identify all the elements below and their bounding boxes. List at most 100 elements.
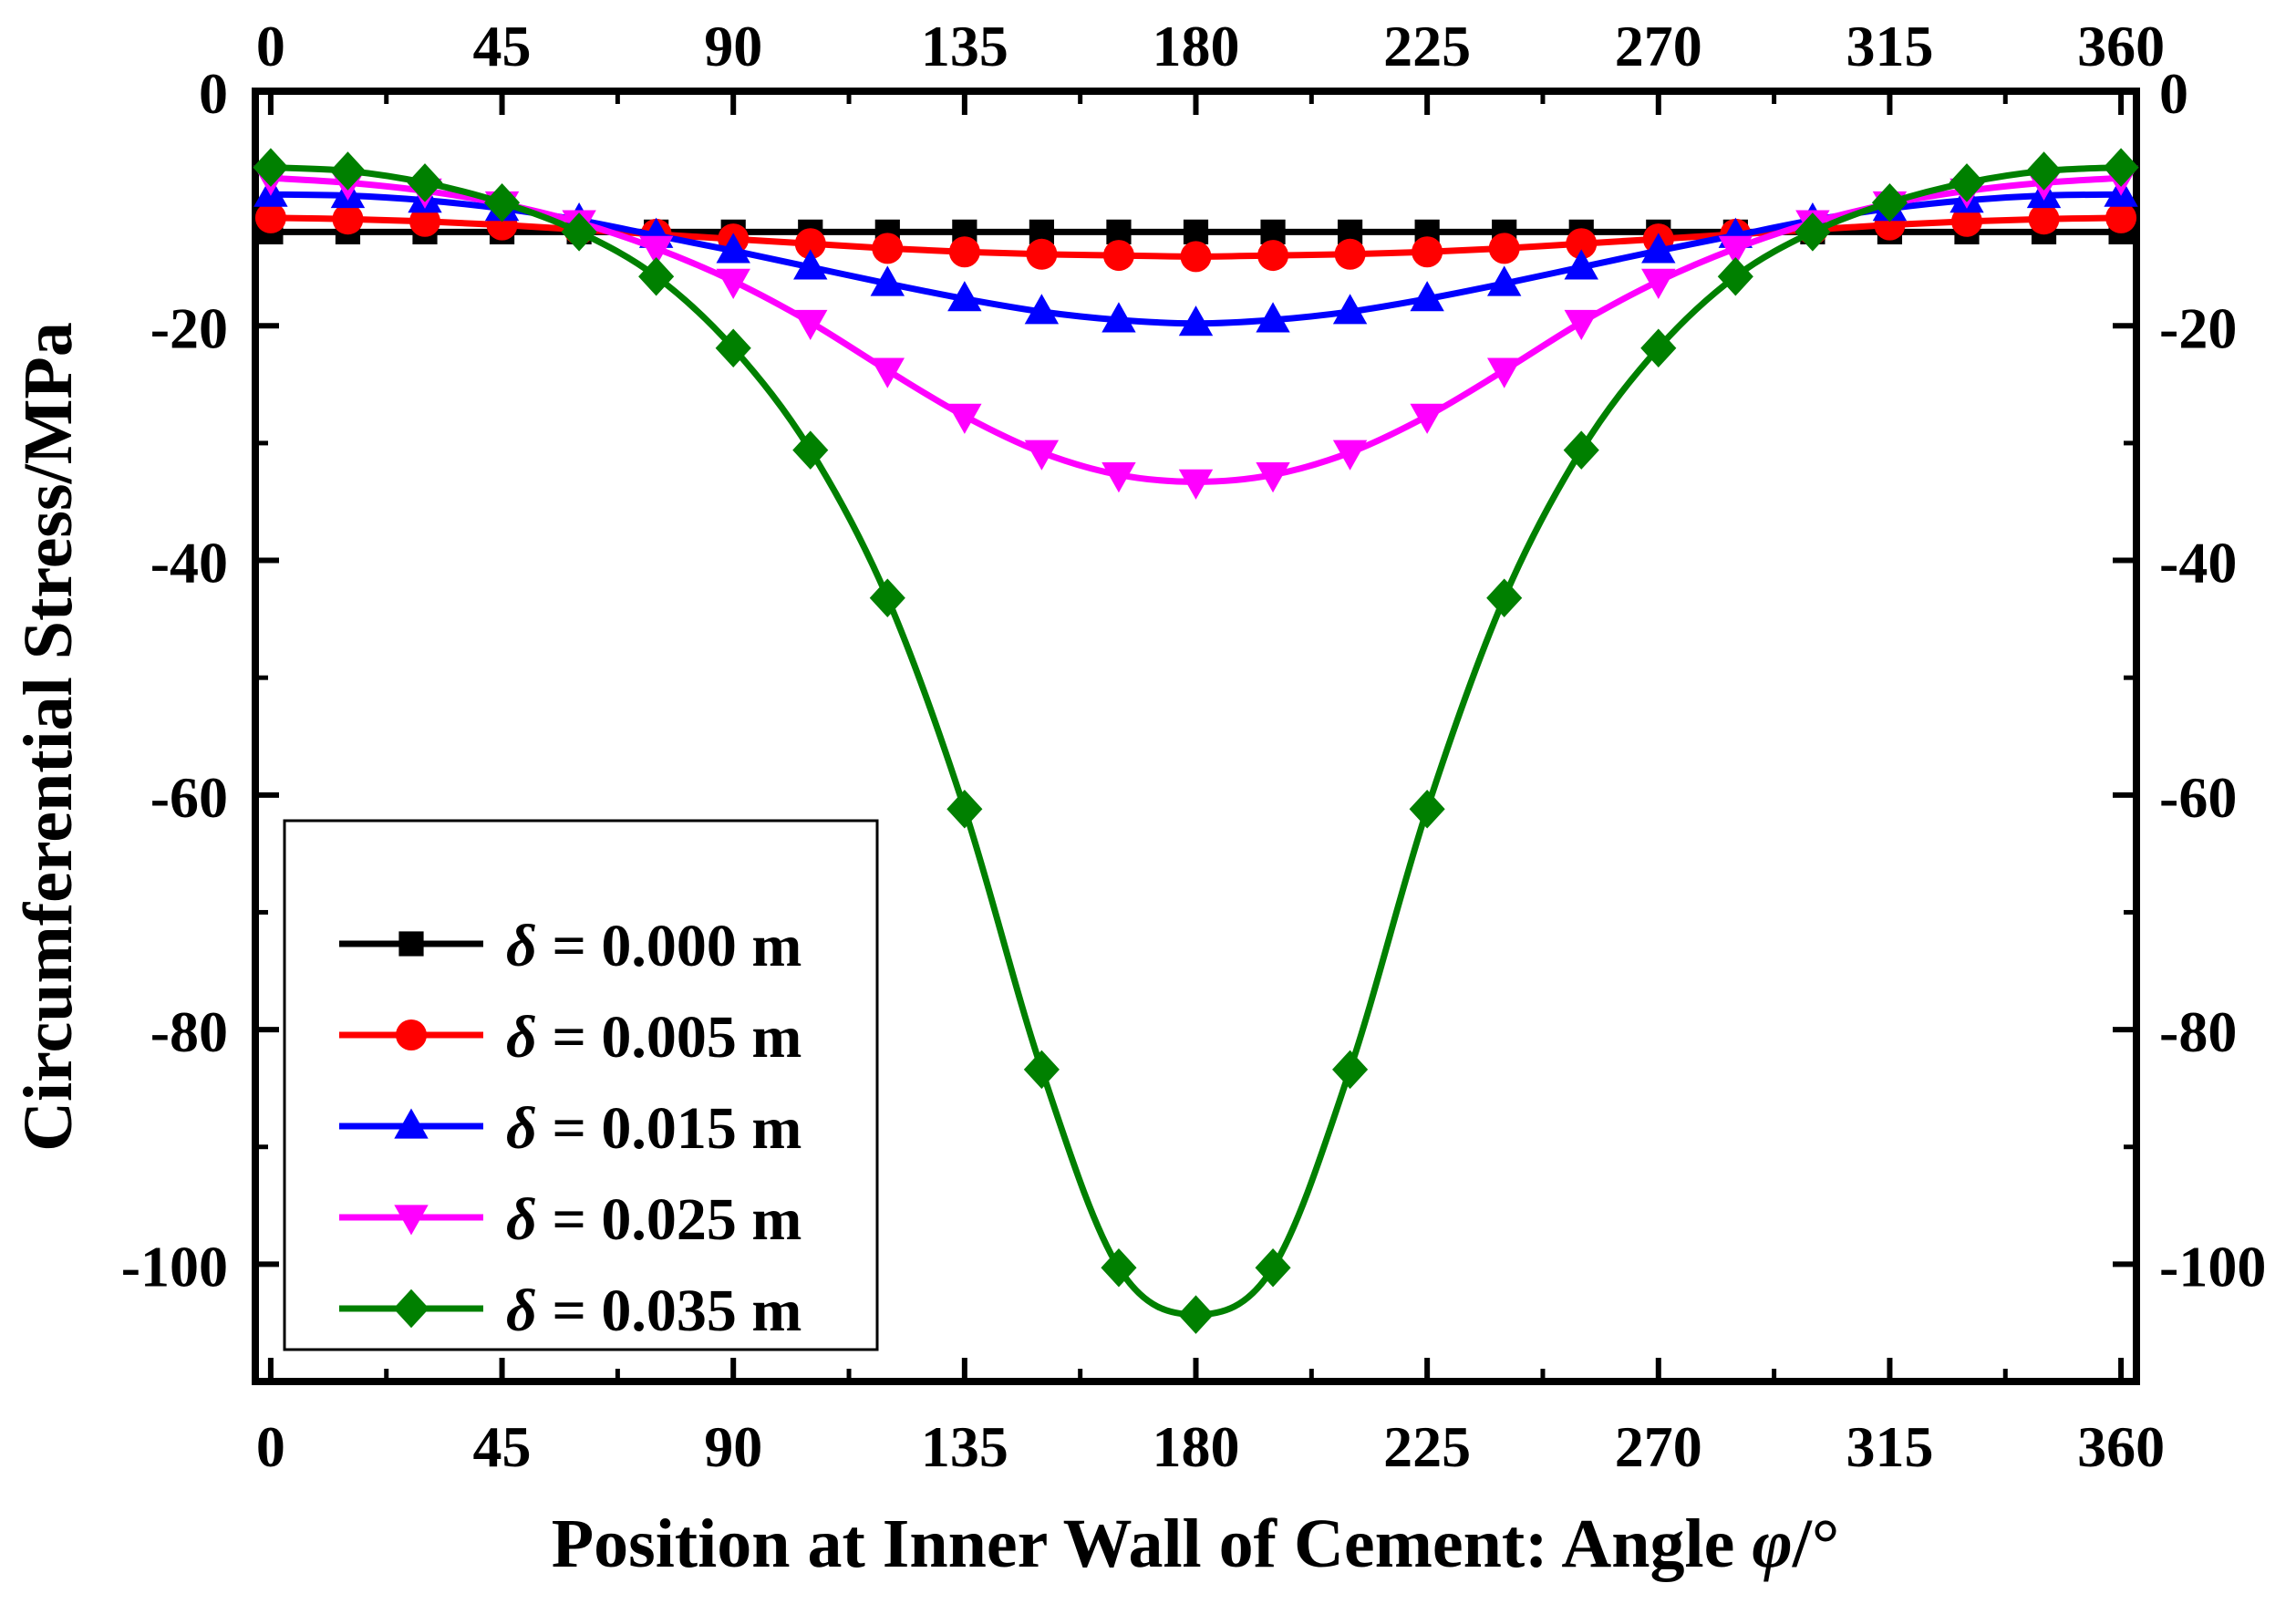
x-tick-label-bottom: 90 bbox=[704, 1414, 762, 1479]
data-point bbox=[561, 212, 597, 252]
y-axis-label: Circumferential Stress/MPa bbox=[10, 322, 87, 1152]
legend-item: δ = 0.000 m bbox=[339, 913, 802, 979]
data-point bbox=[2025, 151, 2063, 191]
data-point bbox=[1178, 305, 1214, 336]
legend: δ = 0.000 mδ = 0.005 mδ = 0.015 mδ = 0.0… bbox=[283, 819, 879, 1351]
legend-label: δ = 0.025 m bbox=[506, 1186, 802, 1253]
data-point bbox=[869, 578, 905, 617]
series-layer bbox=[253, 148, 2139, 1334]
legend-text: = 0.005 m bbox=[537, 1004, 802, 1071]
data-point bbox=[1332, 294, 1368, 325]
legend-symbol: δ bbox=[506, 1186, 537, 1253]
x-tick-label-bottom: 225 bbox=[1383, 1414, 1471, 1479]
data-point bbox=[794, 228, 826, 260]
data-point bbox=[1640, 328, 1677, 367]
x-axis-label: Position at Inner Wall of Cement: Angle … bbox=[552, 1506, 1840, 1582]
y-tick-label-left: -80 bbox=[150, 999, 228, 1064]
x-tick-label-top: 90 bbox=[704, 14, 762, 78]
legend-label: δ = 0.000 m bbox=[506, 913, 802, 979]
legend-symbol: δ bbox=[506, 1278, 537, 1344]
data-point bbox=[2105, 202, 2137, 233]
data-point bbox=[1950, 205, 1982, 237]
series-0 bbox=[258, 219, 2134, 244]
legend-marker bbox=[398, 931, 424, 957]
data-point bbox=[1488, 233, 1520, 264]
data-point bbox=[1564, 249, 1598, 280]
x-tick-label-top: 180 bbox=[1153, 14, 1240, 78]
data-point bbox=[1183, 219, 1209, 244]
x-tick-label-bottom: 180 bbox=[1153, 1414, 1240, 1479]
legend-text: = 0.015 m bbox=[537, 1095, 802, 1162]
data-point bbox=[1486, 265, 1522, 296]
data-point bbox=[1177, 1295, 1215, 1334]
data-point bbox=[409, 205, 441, 237]
series-4 bbox=[253, 148, 2139, 1334]
legend-marker bbox=[394, 1205, 429, 1236]
data-point bbox=[1641, 268, 1676, 299]
data-point bbox=[1332, 1050, 1369, 1090]
data-point bbox=[1255, 1247, 1291, 1288]
y-tick-label-right: -60 bbox=[2159, 765, 2237, 830]
legend-item: δ = 0.015 m bbox=[339, 1095, 802, 1162]
y-tick-label-right: -20 bbox=[2159, 295, 2237, 360]
data-point bbox=[1256, 462, 1290, 493]
legend-item: δ = 0.005 m bbox=[339, 1004, 802, 1071]
data-point bbox=[1101, 302, 1136, 333]
data-point bbox=[1641, 233, 1676, 264]
data-point bbox=[254, 202, 286, 233]
data-point bbox=[332, 203, 364, 235]
data-point bbox=[716, 233, 750, 264]
x-tick-label-top: 0 bbox=[256, 14, 285, 78]
data-point bbox=[793, 309, 828, 340]
data-point bbox=[1257, 240, 1289, 272]
data-point bbox=[716, 268, 750, 299]
legend-symbol: δ bbox=[506, 1004, 537, 1071]
x-tick-label-bottom: 135 bbox=[921, 1414, 1008, 1479]
data-point bbox=[1256, 302, 1290, 333]
data-point bbox=[1026, 238, 1058, 270]
legend-label: δ = 0.005 m bbox=[506, 1004, 802, 1071]
legend-marker bbox=[396, 1019, 427, 1050]
x-tick-label-top: 315 bbox=[1846, 14, 1933, 78]
data-point bbox=[407, 163, 443, 202]
data-point bbox=[1178, 469, 1214, 500]
data-point bbox=[2103, 148, 2139, 187]
legend-text: = 0.025 m bbox=[537, 1186, 802, 1253]
y-tick-label-left: 0 bbox=[199, 61, 228, 126]
data-point bbox=[715, 328, 751, 367]
data-point bbox=[1332, 440, 1368, 471]
data-point bbox=[1486, 357, 1522, 388]
data-point bbox=[1101, 462, 1136, 493]
x-tick-label-bottom: 270 bbox=[1615, 1414, 1702, 1479]
data-point bbox=[1334, 238, 1366, 270]
data-point bbox=[1949, 163, 1985, 202]
data-point bbox=[1412, 236, 1443, 268]
legend-marker bbox=[393, 1288, 429, 1329]
data-point bbox=[1871, 182, 1908, 222]
x-tick-label-bottom: 45 bbox=[473, 1414, 532, 1479]
data-point bbox=[253, 148, 289, 187]
data-point bbox=[1180, 241, 1212, 273]
data-point bbox=[870, 357, 905, 388]
data-point bbox=[1564, 309, 1598, 340]
data-point bbox=[946, 790, 983, 829]
x-axis-label-symbol: φ bbox=[1752, 1506, 1792, 1582]
data-point bbox=[484, 182, 521, 222]
legend-box bbox=[283, 819, 879, 1351]
legend-item: δ = 0.035 m bbox=[339, 1278, 802, 1344]
legend-text: = 0.035 m bbox=[537, 1278, 802, 1344]
legend-label: δ = 0.035 m bbox=[506, 1278, 802, 1344]
x-tick-label-top: 45 bbox=[473, 14, 532, 78]
data-point bbox=[793, 249, 828, 280]
data-point bbox=[948, 236, 980, 268]
data-point bbox=[792, 430, 829, 470]
data-point bbox=[1024, 440, 1060, 471]
data-point bbox=[1410, 281, 1444, 312]
x-axis-label-text: Position at Inner Wall of Cement: Angle bbox=[552, 1506, 1753, 1582]
data-point bbox=[1563, 430, 1599, 470]
data-point bbox=[1718, 235, 1753, 266]
data-point bbox=[1024, 294, 1060, 325]
y-tick-label-left: -20 bbox=[150, 295, 228, 360]
legend-item: δ = 0.025 m bbox=[339, 1186, 802, 1253]
